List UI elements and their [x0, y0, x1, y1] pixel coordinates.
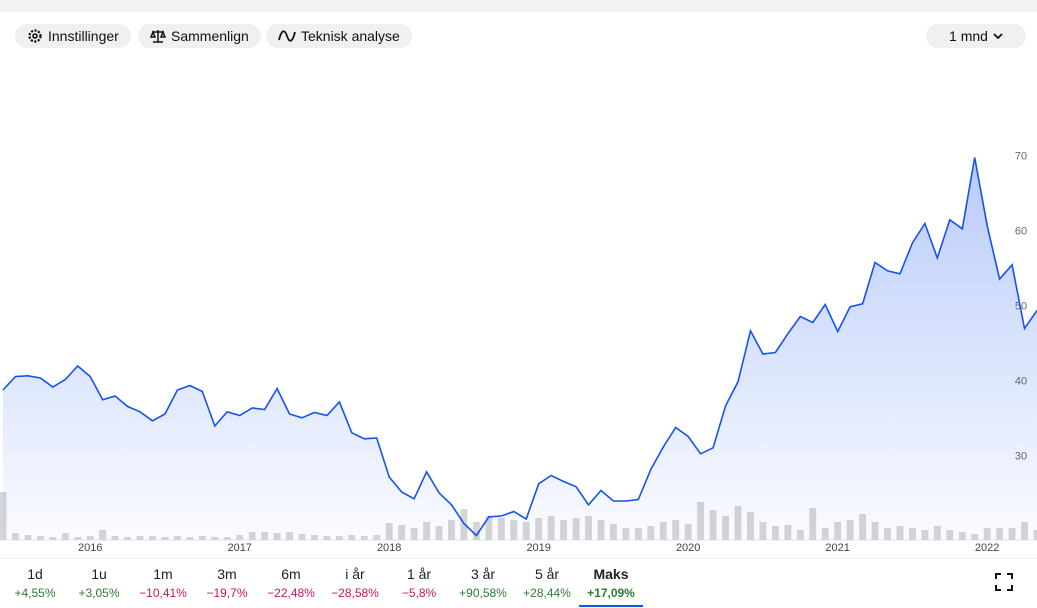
fullscreen-icon[interactable]	[994, 572, 1014, 592]
range-tab[interactable]: 1m −10,41%	[131, 559, 195, 607]
range-change: −28,58%	[331, 586, 379, 600]
range-label: i år	[345, 566, 365, 582]
x-tick-label: 2021	[825, 542, 849, 554]
button-label: Teknisk analyse	[301, 28, 400, 44]
range-label: 1m	[153, 566, 173, 582]
range-tab[interactable]: 6m −22,48%	[259, 559, 323, 607]
range-tab[interactable]: 3m −19,7%	[195, 559, 259, 607]
range-tab[interactable]: 3 år +90,58%	[451, 559, 515, 607]
chart: 30405060702016201720182019202020212022	[0, 151, 1037, 554]
x-tick-label: 2018	[377, 542, 401, 554]
range-label: 3 år	[470, 566, 496, 582]
range-label: 3m	[217, 566, 237, 582]
x-tick-label: 2017	[227, 542, 251, 554]
range-change: +17,09%	[587, 586, 635, 600]
interval-label: 1 mnd	[949, 28, 988, 44]
chevron-icon	[993, 33, 1003, 40]
button-label: Innstillinger	[48, 28, 119, 44]
price-line	[2, 157, 1037, 537]
range-change: −10,41%	[139, 586, 187, 600]
range-change: +4,55%	[14, 586, 56, 600]
x-tick-label: 2016	[78, 542, 102, 554]
range-tab[interactable]: 5 år +28,44%	[515, 559, 579, 607]
range-label: 1d	[27, 566, 43, 582]
compare-button[interactable]: Sammenlign	[138, 24, 261, 48]
area-fill	[3, 157, 1037, 540]
wave-icon	[278, 30, 296, 42]
y-tick-label: 60	[1015, 226, 1027, 238]
range-label: 6m	[281, 566, 301, 582]
gear-icon	[28, 29, 42, 43]
range-tab[interactable]: 1d +4,55%	[3, 559, 67, 607]
range-change: +28,44%	[523, 586, 571, 600]
range-tab[interactable]: 1u +3,05%	[67, 559, 131, 607]
top-strip	[0, 0, 1037, 12]
range-tab[interactable]: Maks +17,09%	[579, 559, 643, 607]
range-change: −19,7%	[206, 586, 248, 600]
volume-bar	[472, 522, 480, 540]
range-change: +3,05%	[78, 586, 120, 600]
x-tick-label: 2019	[526, 542, 550, 554]
range-change: −22,48%	[267, 586, 315, 600]
range-tab[interactable]: i år −28,58%	[323, 559, 387, 607]
x-tick-label: 2022	[975, 542, 999, 554]
range-label: 5 år	[534, 566, 560, 582]
button-label: Sammenlign	[171, 28, 249, 44]
settings-button[interactable]: Innstillinger	[15, 24, 131, 48]
range-label: 1 år	[406, 566, 432, 582]
range-label: Maks	[593, 566, 629, 582]
range-tabs: 1d +4,55% 1u +3,05% 1m −10,41% 3m −19,7% 6m −22,4…	[0, 558, 1037, 608]
y-tick-label: 70	[1015, 151, 1027, 163]
x-tick-label: 2020	[676, 542, 700, 554]
range-change: +90,58%	[459, 586, 507, 600]
range-label: 1u	[91, 566, 107, 582]
interval-select[interactable]: 1 mnd	[926, 24, 1026, 48]
analysis-button[interactable]: Teknisk analyse	[266, 24, 412, 48]
scale-icon	[150, 29, 166, 43]
range-change: −5,8%	[401, 586, 437, 600]
range-tab[interactable]: 1 år −5,8%	[387, 559, 451, 607]
